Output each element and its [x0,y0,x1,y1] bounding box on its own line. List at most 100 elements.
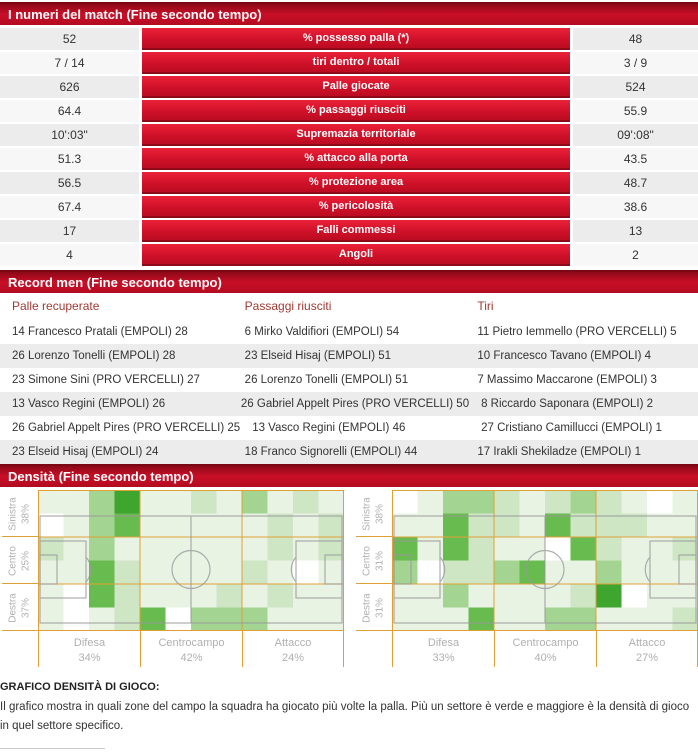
stat-label: % attacco alla porta [142,148,570,170]
record-row: 14 Francesco Pratali (EMPOLI) 28 6 Mirko … [0,320,698,344]
zone-label-pct: 40% [534,652,557,664]
zone-label-pct: 33% [432,652,455,664]
away-value: 43.5 [573,148,698,170]
zone-label-pct: 24% [281,652,305,664]
zone-label-name: Difesa [73,637,106,649]
pitch-row-band: Centro 31% [356,537,392,584]
record-item: 7 Massimo Maccarone (EMPOLI) 3 [477,374,657,386]
pitch-side-labels: Sinistra 38% Centro 31% Destra 31% [356,490,392,667]
pitch-row-band: Sinistra 38% [2,490,38,537]
side-label-name: Sinistra [361,496,372,531]
record-item: 8 Riccardo Saponara (EMPOLI) 2 [481,398,654,410]
side-label: Sinistra 38% [356,490,392,537]
zone-label-name: Attacco [628,637,666,649]
home-value: 56.5 [0,172,139,194]
section-record-men: Record men (Fine secondo tempo) Palle re… [0,270,698,464]
pitch-row-band: Centro 25% [2,537,38,584]
zone-label: Difesa 33% [392,631,494,667]
record-row: 26 Lorenzo Tonelli (EMPOLI) 28 23 Elseid … [0,344,698,368]
home-value: 64.4 [0,100,139,122]
zone-label-name: Attacco [274,637,312,649]
away-value: 13 [573,220,698,242]
record-item: 13 Vasco Regini (EMPOLI) 46 [252,422,406,434]
record-item: 26 Lorenzo Tonelli (EMPOLI) 51 [244,374,409,386]
density-heatmap [392,490,698,631]
record-item: 10 Francesco Tavano (EMPOLI) 4 [477,350,651,362]
pitch-zone-labels: Difesa 33% Centrocampo 40% Attacco 27% [392,631,698,667]
side-label: Destra 31% [356,584,392,631]
record-item: 6 Mirko Valdifiori (EMPOLI) 54 [244,326,400,338]
away-value: 55.9 [573,100,698,122]
away-value: 48.7 [573,172,698,194]
stat-label: Falli commessi [142,220,570,242]
zone-label-pct: 42% [180,652,203,664]
zone-label-pct: 27% [635,652,659,664]
section-match-numbers: I numeri del match (Fine secondo tempo) … [0,2,698,266]
home-value: 626 [0,76,139,98]
stat-row: 626 Palle giocate 524 [0,76,698,98]
pitch-outline [393,515,697,624]
pitch-zone-labels: Difesa 34% Centrocampo 42% Attacco 24% [38,631,344,667]
side-label-pct: 37% [20,597,31,618]
pitch-outline [39,515,343,624]
zone-label-pct: 34% [78,652,101,664]
zone-label-name: Centrocampo [158,637,225,649]
record-item: 23 Elseid Hisaj (EMPOLI) 24 [12,446,159,458]
side-label-pct: 31% [374,550,385,571]
zone-label: Centrocampo 40% [494,631,596,667]
record-item: 26 Lorenzo Tonelli (EMPOLI) 28 [12,350,176,362]
record-row: 26 Gabriel Appelt Pires (PRO VERCELLI) 2… [0,416,698,440]
stat-row: 52% possesso palla (*) 48 [0,28,698,50]
side-label-pct: 38% [20,503,31,524]
stat-label: % possesso palla (*) [142,28,570,50]
pitch-row-band: Destra 31% [356,584,392,631]
stat-label: tiri dentro / totali [142,52,570,74]
density-heatmaps: Sinistra 38% Centro 25% Destra 37% Difesa 34% Ce… [0,487,698,667]
density-pitch: Sinistra 38% Centro 31% Destra 31% Difesa 33% Ce… [356,490,698,667]
away-value: 3 / 9 [573,52,698,74]
stat-row: 17 Falli commessi 13 [0,220,698,242]
side-label: Sinistra 38% [2,490,38,537]
zone-label: Centrocampo 42% [140,631,242,667]
home-value: 17 [0,220,139,242]
side-label-pct: 25% [20,550,31,571]
home-value: 52 [0,28,139,50]
home-value: 7 / 14 [0,52,139,74]
density-heatmap [38,490,344,631]
side-label: Centro 25% [2,537,38,584]
match-numbers-table: 52% possesso palla (*) 48 7 / 14 tiri dentr… [0,28,698,266]
side-label-name: Centro [7,545,18,576]
home-value: 67.4 [0,196,139,218]
stat-row: 64.4% passaggi riusciti 55.9 [0,100,698,122]
stat-label: % protezione area [142,172,570,194]
away-value: 09':08" [573,124,698,146]
density-note-title: GRAFICO DENSITÀ DI GIOCO: [0,681,160,693]
stat-row: 10':03" Supremazia territoriale 09':08" [0,124,698,146]
density-note: GRAFICO DENSITÀ DI GIOCO: Il grafico mos… [0,681,698,736]
stat-row: 51.3% attacco alla porta 43.5 [0,148,698,170]
stat-row: 4 Angoli 2 [0,244,698,266]
pitch-grid-column: Difesa 34% Centrocampo 42% Attacco 24% [38,490,344,667]
stat-label: % pericolosità [142,196,570,218]
record-item: 26 Gabriel Appelt Pires (PRO VERCELLI) 2… [12,422,241,434]
record-column-header: Palle recuperate [12,299,100,313]
side-label-name: Destra [361,592,372,623]
home-value: 4 [0,244,139,266]
pitch-side-labels: Sinistra 38% Centro 25% Destra 37% [2,490,38,667]
side-label-name: Sinistra [7,496,18,531]
record-item: 26 Gabriel Appelt Pires (PRO VERCELLI) 5… [240,398,470,410]
record-item: 11 Pietro Iemmello (PRO VERCELLI) 5 [477,326,677,338]
away-value: 48 [573,28,698,50]
record-rows: 14 Francesco Pratali (EMPOLI) 28 6 Mirko … [0,320,698,464]
density-section-header: Densità (Fine secondo tempo) [0,464,698,487]
density-note-body: Il grafico mostra in quali zone del camp… [0,701,690,732]
record-row: 13 Vasco Regini (EMPOLI) 26 26 Gabriel Ap… [0,392,698,416]
section-density: Densità (Fine secondo tempo) Sinistra 38%… [0,464,698,667]
side-label-pct: 38% [374,503,385,524]
zone-label: Attacco 27% [596,631,698,667]
pitch-row-band: Sinistra 38% [356,490,392,537]
pitch-grid-column: Difesa 33% Centrocampo 40% Attacco 27% [392,490,698,667]
stat-row: 7 / 14 tiri dentro / totali 3 / 9 [0,52,698,74]
home-value: 10':03" [0,124,139,146]
side-label: Destra 37% [2,584,38,631]
